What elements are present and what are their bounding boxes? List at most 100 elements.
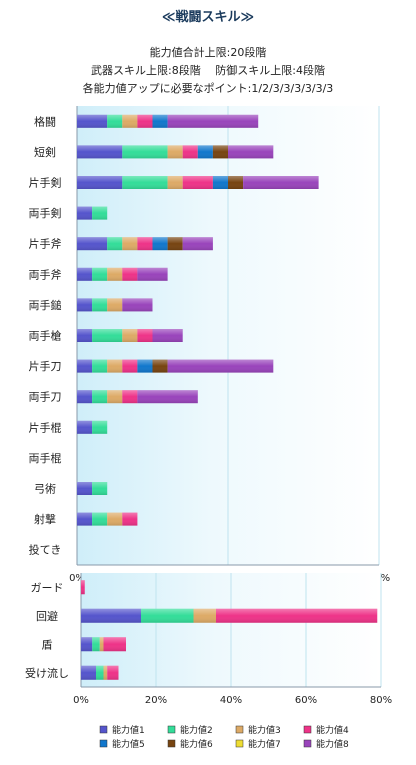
weapon-category-label: 弓術 bbox=[34, 483, 56, 496]
weapon-bar-highlight bbox=[122, 145, 168, 159]
weapon-bar-highlight bbox=[107, 359, 123, 373]
weapon-bar-highlight bbox=[77, 206, 93, 220]
weapon-bar-highlight bbox=[137, 267, 168, 281]
weapon-bar-highlight bbox=[152, 359, 168, 373]
weapon-bar-highlight bbox=[167, 237, 183, 251]
weapon-bar-highlight bbox=[167, 114, 259, 128]
legend-label: 能力値5 bbox=[112, 738, 145, 750]
defense-bar-highlight bbox=[92, 637, 100, 652]
weapon-bar-highlight bbox=[92, 267, 108, 281]
weapon-bar-highlight bbox=[107, 114, 123, 128]
legend-swatch bbox=[303, 725, 312, 734]
weapon-bar-highlight bbox=[92, 482, 108, 495]
weapon-bar-highlight bbox=[228, 145, 274, 159]
legend-label: 能力値8 bbox=[316, 738, 349, 750]
legend-label: 能力値7 bbox=[248, 738, 281, 750]
defense-bar-highlight bbox=[81, 608, 141, 623]
weapon-category-label: 投てき bbox=[29, 543, 62, 557]
defense-category-label: 盾 bbox=[42, 638, 53, 651]
defense-tick-label: 20% bbox=[145, 695, 167, 706]
weapon-category-label: 片手刀 bbox=[29, 359, 62, 373]
weapon-bar-highlight bbox=[212, 145, 228, 159]
weapon-category-label: 両手剣 bbox=[29, 206, 62, 220]
page-title: ≪戦闘スキル≫ bbox=[161, 10, 255, 25]
weapon-bar-highlight bbox=[122, 176, 168, 189]
legend-label: 能力値3 bbox=[248, 724, 281, 736]
defense-bar-highlight bbox=[81, 665, 96, 680]
defense-bar-highlight bbox=[103, 637, 126, 652]
legend-swatch bbox=[167, 739, 176, 748]
weapon-bar-highlight bbox=[182, 145, 198, 159]
weapon-bar-highlight bbox=[212, 176, 228, 189]
weapon-bar-highlight bbox=[167, 359, 274, 373]
weapon-bar-highlight bbox=[243, 176, 319, 189]
weapon-bar-highlight bbox=[77, 390, 93, 404]
weapon-category-label: 片手斧 bbox=[29, 237, 62, 251]
weapon-category-label: 片手棍 bbox=[29, 420, 62, 434]
weapon-bar-highlight bbox=[92, 329, 123, 342]
defense-category-label: ガード bbox=[31, 581, 64, 594]
weapon-bar-highlight bbox=[137, 329, 153, 342]
weapon-bar-highlight bbox=[122, 267, 138, 281]
defense-bar-highlight bbox=[103, 665, 108, 680]
weapon-bar-highlight bbox=[77, 359, 93, 373]
weapon-tick-label: 0% bbox=[69, 573, 85, 584]
weapon-bar-highlight bbox=[77, 145, 123, 159]
weapon-bar-highlight bbox=[182, 176, 213, 189]
legend: 能力値1 能力値2 能力値3 能力値4 能力値5 能力値6 能力値7 能力値8 bbox=[99, 724, 349, 750]
weapon-bar-highlight bbox=[77, 512, 93, 526]
weapon-category-label: 両手刀 bbox=[29, 390, 62, 404]
weapon-bar-highlight bbox=[107, 237, 123, 251]
info-total-limit: 能力値合計上限:20段階 bbox=[149, 46, 267, 59]
weapon-category-label: 両手鎚 bbox=[29, 298, 62, 312]
defense-bar-highlight bbox=[81, 580, 85, 595]
weapon-bar-highlight bbox=[92, 359, 108, 373]
defense-bar-highlight bbox=[141, 608, 194, 623]
weapon-bar-highlight bbox=[137, 390, 198, 404]
weapon-bar-highlight bbox=[107, 512, 123, 526]
defense-bar-highlight bbox=[81, 637, 93, 652]
weapon-category-label: 両手槍 bbox=[29, 329, 62, 343]
weapon-bar-highlight bbox=[167, 176, 183, 189]
weapon-bar-highlight bbox=[167, 145, 183, 159]
legend-swatch bbox=[99, 725, 108, 734]
weapon-category-label: 両手斧 bbox=[29, 267, 62, 281]
weapon-bar-highlight bbox=[92, 390, 108, 404]
defense-category-label: 受け流し bbox=[25, 666, 69, 680]
weapon-category-label: 格闘 bbox=[34, 114, 56, 128]
defense-tick-label: 80% bbox=[370, 695, 392, 706]
weapon-bar-highlight bbox=[122, 298, 153, 312]
weapon-bar-highlight bbox=[122, 329, 138, 342]
weapon-skills-chart: 0%10%20%格闘短剣片手剣両手剣片手斧両手斧両手鎚両手槍片手刀両手刀片手棍両… bbox=[29, 106, 390, 584]
weapon-bar-highlight bbox=[77, 176, 123, 189]
defense-bar-highlight bbox=[216, 608, 378, 623]
weapon-category-label: 片手剣 bbox=[29, 176, 62, 190]
defense-category-label: 回避 bbox=[36, 609, 58, 623]
weapon-bar-highlight bbox=[92, 298, 108, 312]
defense-tick-label: 40% bbox=[220, 695, 242, 706]
legend-swatch bbox=[167, 725, 176, 734]
legend-label: 能力値1 bbox=[112, 724, 145, 736]
weapon-bar-highlight bbox=[122, 390, 138, 404]
defense-bar-highlight bbox=[99, 637, 104, 652]
legend-swatch bbox=[99, 739, 108, 748]
info-skill-limits: 武器スキル上限:8段階 防御スキル上限:4段階 bbox=[91, 64, 325, 77]
defense-tick-label: 60% bbox=[295, 695, 317, 706]
weapon-bar-highlight bbox=[77, 482, 93, 495]
defense-bar-highlight bbox=[193, 608, 216, 623]
defense-bar-highlight bbox=[107, 665, 119, 680]
weapon-bar-highlight bbox=[122, 114, 138, 128]
weapon-bar-highlight bbox=[77, 329, 93, 342]
weapon-bar-highlight bbox=[77, 267, 93, 281]
legend-label: 能力値2 bbox=[180, 724, 213, 736]
weapon-bar-highlight bbox=[137, 237, 153, 251]
weapon-bar-highlight bbox=[107, 390, 123, 404]
defense-tick-label: 0% bbox=[73, 695, 89, 706]
weapon-bar-highlight bbox=[77, 114, 108, 128]
weapon-bar-highlight bbox=[122, 512, 138, 526]
weapon-bar-highlight bbox=[137, 359, 153, 373]
legend-swatch bbox=[303, 739, 312, 748]
weapon-category-label: 両手棍 bbox=[29, 451, 62, 465]
